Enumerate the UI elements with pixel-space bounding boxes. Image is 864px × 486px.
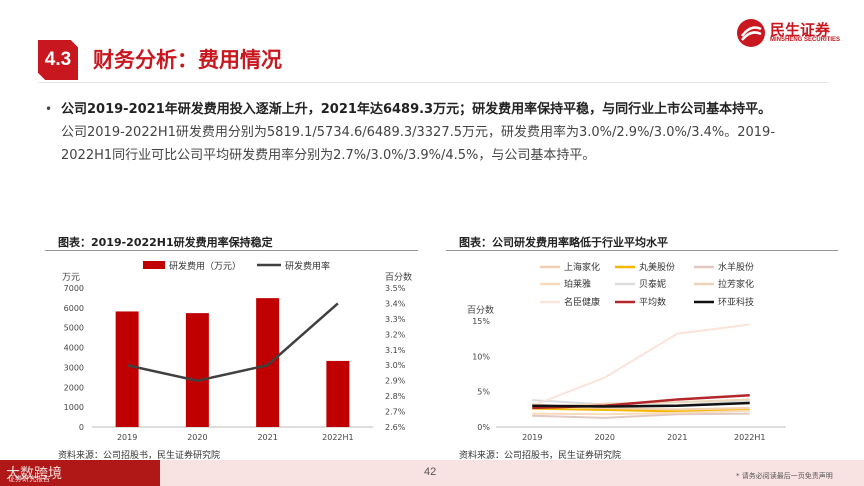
legend-label: 珀莱雅 bbox=[564, 278, 591, 290]
logo-text-en: MINSHENG SECURITIES bbox=[770, 37, 841, 43]
bullet-headline: 公司2019-2021年研发费用投入逐渐上升，2021年达6489.3万元；研发… bbox=[61, 102, 772, 117]
bar-rd-expense bbox=[115, 311, 139, 427]
x-tick-label: 2021 bbox=[257, 433, 277, 442]
left-y-tick-label: 5000 bbox=[64, 324, 84, 333]
bar-rd-expense bbox=[256, 298, 280, 427]
legend-label-line: 研发费用率 bbox=[285, 260, 330, 272]
bullet-body-line: 2022H1同行业可比公司平均研发费用率分别为2.7%/3.0%/3.9%/4.… bbox=[61, 148, 596, 163]
right-y-tick-label: 2.6% bbox=[385, 423, 406, 432]
legend-label: 名臣健康 bbox=[564, 296, 600, 308]
y-tick-label: 15% bbox=[472, 317, 490, 326]
legend-label: 丸美股份 bbox=[639, 261, 675, 273]
series-line bbox=[532, 401, 750, 408]
title-divider bbox=[38, 82, 828, 83]
page-title: 财务分析：费用情况 bbox=[93, 48, 282, 72]
left-y-tick-label: 4000 bbox=[64, 344, 84, 353]
legend-label: 上海家化 bbox=[564, 261, 600, 273]
left-axis-unit: 万元 bbox=[62, 273, 81, 283]
bullet-body-line: 公司2019-2022H1研发费用分别为5819.1/5734.6/6489.3… bbox=[61, 125, 776, 140]
right-chart-title: 图表：公司研发费用率略低于行业平均水平 bbox=[459, 236, 668, 249]
brand-logo: 民生证券 MINSHENG SECURITIES bbox=[736, 18, 854, 48]
legend-label: 贝泰妮 bbox=[639, 278, 666, 290]
right-y-tick-label: 3.2% bbox=[385, 330, 406, 339]
right-y-tick-label: 3.3% bbox=[385, 315, 406, 324]
legend-label-bar: 研发费用（万元） bbox=[169, 260, 241, 272]
x-tick-label: 2022H1 bbox=[734, 433, 765, 442]
left-chart-title: 图表：2019-2022H1研发费用率保持稳定 bbox=[58, 236, 273, 249]
minsheng-logo-icon bbox=[737, 19, 765, 47]
left-chart-rule bbox=[45, 250, 418, 251]
right-y-tick-label: 2.9% bbox=[385, 377, 406, 386]
right-chart-source: 资料来源：公司招股书，民生证券研究院 bbox=[459, 451, 622, 461]
y-tick-label: 5% bbox=[477, 388, 490, 397]
series-line bbox=[532, 412, 750, 419]
left-y-tick-label: 2000 bbox=[64, 383, 84, 392]
left-y-tick-label: 1000 bbox=[64, 403, 84, 412]
page-number: 42 bbox=[424, 466, 437, 478]
series-line bbox=[531, 323, 750, 407]
bullet-icon: • bbox=[45, 102, 53, 116]
bar-rd-expense bbox=[326, 360, 350, 427]
x-tick-label: 2020 bbox=[187, 433, 207, 442]
x-tick-label: 2019 bbox=[117, 433, 137, 442]
x-tick-label: 2019 bbox=[522, 433, 542, 442]
right-y-tick-label: 3.1% bbox=[385, 346, 406, 355]
footer-watermark-small: 证券研究报告 bbox=[8, 475, 50, 483]
line-rd-ratio bbox=[126, 302, 339, 382]
disclaimer-note: * 请务必阅读最后一页免责声明 bbox=[736, 472, 833, 480]
x-tick-label: 2020 bbox=[595, 433, 615, 442]
right-y-tick-label: 2.7% bbox=[385, 408, 406, 417]
series-line bbox=[532, 409, 750, 416]
legend-label: 环亚科技 bbox=[718, 296, 754, 308]
x-tick-label: 2021 bbox=[667, 433, 687, 442]
right-y-tick-label: 3.4% bbox=[385, 299, 406, 308]
bar-rd-expense bbox=[185, 313, 209, 427]
series-line bbox=[532, 407, 750, 413]
legend-label: 水羊股份 bbox=[718, 261, 754, 273]
legend-label: 平均数 bbox=[639, 296, 666, 308]
right-axis-unit: 百分数 bbox=[385, 273, 413, 283]
y-tick-label: 10% bbox=[472, 352, 490, 361]
legend-swatch-bar bbox=[143, 261, 165, 269]
series-line bbox=[532, 399, 750, 407]
right-y-tick-label: 2.8% bbox=[385, 392, 406, 401]
left-y-tick-label: 7000 bbox=[64, 284, 84, 293]
left-y-tick-label: 0 bbox=[79, 423, 84, 432]
logo-text-cn: 民生证券 bbox=[770, 21, 831, 39]
x-tick-label: 2022H1 bbox=[322, 433, 353, 442]
legend-label: 拉芳家化 bbox=[718, 278, 754, 290]
rd-expense-chart: 研发费用（万元） 研发费用率 0 1000 2000 3000 4000 5000 6000 70… bbox=[64, 260, 406, 442]
section-number-badge: 4.3 bbox=[38, 40, 78, 80]
left-y-tick-label: 6000 bbox=[64, 304, 84, 313]
left-chart-source: 资料来源：公司招股书，民生证券研究院 bbox=[58, 451, 221, 461]
summary-bullet: • 公司2019-2021年研发费用投入逐渐上升，2021年达6489.3万元；… bbox=[45, 98, 845, 167]
right-y-tick-label: 3.5% bbox=[385, 284, 406, 293]
footer-watermark: 大数跨境 bbox=[6, 466, 62, 482]
left-y-tick-label: 3000 bbox=[64, 363, 84, 372]
footer-brand-block bbox=[0, 460, 160, 486]
right-y-tick-label: 3.0% bbox=[385, 361, 406, 370]
right-chart-y-unit: 百分数 bbox=[467, 306, 495, 316]
y-tick-label: 0% bbox=[477, 423, 490, 432]
right-chart-rule bbox=[446, 250, 838, 251]
